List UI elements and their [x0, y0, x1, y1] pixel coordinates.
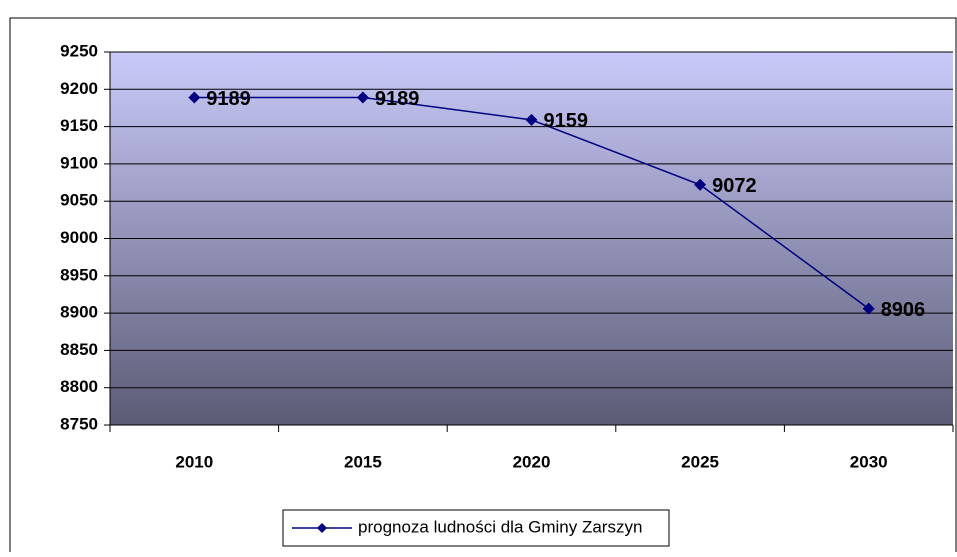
y-tick-label: 9050	[60, 191, 98, 210]
point-marker	[188, 91, 201, 104]
y-tick-label: 8800	[60, 377, 98, 396]
x-tick-label: 2020	[513, 452, 551, 471]
y-tick-label: 9150	[60, 116, 98, 135]
y-tick-label: 8950	[60, 265, 98, 284]
y-tick-label: 9000	[60, 228, 98, 247]
x-tick-label: 2015	[344, 452, 382, 471]
point-marker	[525, 113, 538, 126]
data-label: 9159	[544, 110, 589, 132]
x-tick-label: 2025	[681, 452, 719, 471]
y-tick-label: 8850	[60, 340, 98, 359]
x-tick-label: 2010	[175, 452, 213, 471]
y-tick-label: 8750	[60, 414, 98, 433]
legend: prognoza ludności dla Gminy Zarszyn	[282, 509, 670, 547]
x-tick-label: 2030	[850, 452, 888, 471]
point-marker	[862, 302, 875, 315]
point-marker	[694, 178, 707, 191]
point-marker	[356, 91, 369, 104]
y-tick-label: 9200	[60, 79, 98, 98]
data-label: 9072	[712, 175, 757, 197]
y-tick-label: 8900	[60, 303, 98, 322]
legend-label: prognoza ludności dla Gminy Zarszyn	[358, 517, 642, 536]
data-label: 8906	[881, 299, 926, 321]
legend-marker	[317, 523, 327, 533]
data-label: 9189	[375, 88, 420, 110]
y-tick-label: 9100	[60, 153, 98, 172]
data-label: 9189	[206, 88, 251, 110]
y-tick-label: 9250	[60, 41, 98, 60]
